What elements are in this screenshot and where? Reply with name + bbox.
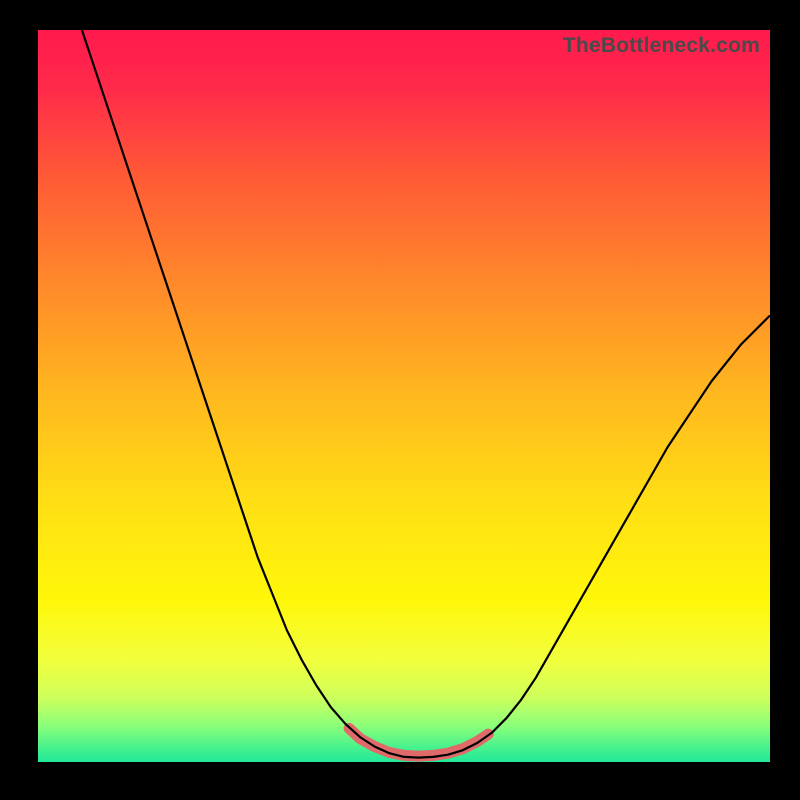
- curve-layer: [38, 30, 770, 762]
- plot-area: [38, 30, 770, 762]
- watermark-text: TheBottleneck.com: [563, 34, 760, 58]
- chart-frame: TheBottleneck.com: [0, 0, 800, 800]
- bottleneck-curve: [82, 30, 770, 758]
